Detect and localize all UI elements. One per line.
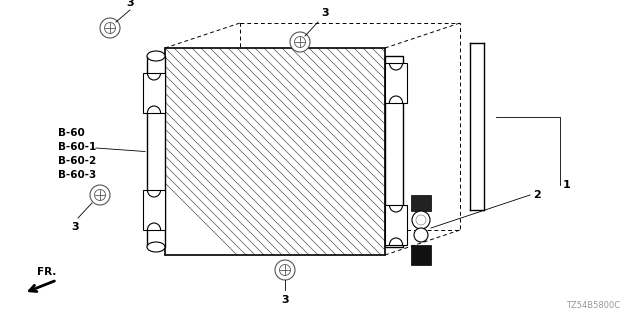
Text: 2: 2 — [533, 190, 541, 200]
Circle shape — [414, 228, 428, 242]
Bar — [147, 56, 165, 247]
Polygon shape — [165, 48, 385, 255]
Ellipse shape — [147, 51, 165, 61]
Bar — [385, 205, 407, 245]
Circle shape — [95, 189, 106, 201]
Circle shape — [275, 260, 295, 280]
Bar — [143, 190, 165, 230]
Circle shape — [280, 265, 291, 276]
Bar — [411, 195, 431, 211]
Circle shape — [412, 211, 430, 229]
Text: B-60: B-60 — [58, 128, 84, 138]
Text: 1: 1 — [563, 180, 571, 190]
Circle shape — [90, 185, 110, 205]
Text: 3: 3 — [126, 0, 134, 8]
Circle shape — [294, 36, 305, 47]
Text: B-60-2: B-60-2 — [58, 156, 96, 166]
Bar — [385, 63, 407, 103]
Text: 3: 3 — [281, 295, 289, 305]
Text: B-60-1: B-60-1 — [58, 142, 96, 152]
Circle shape — [416, 215, 426, 225]
Bar — [143, 73, 165, 113]
Bar — [385, 56, 403, 247]
Text: B-60-3: B-60-3 — [58, 170, 96, 180]
Text: TZ54B5800C: TZ54B5800C — [566, 301, 620, 310]
Circle shape — [290, 32, 310, 52]
Text: 3: 3 — [321, 8, 328, 18]
Ellipse shape — [147, 242, 165, 252]
Bar — [411, 245, 431, 265]
Circle shape — [100, 18, 120, 38]
Circle shape — [104, 22, 115, 34]
Text: 3: 3 — [71, 222, 79, 232]
Text: FR.: FR. — [37, 267, 57, 277]
